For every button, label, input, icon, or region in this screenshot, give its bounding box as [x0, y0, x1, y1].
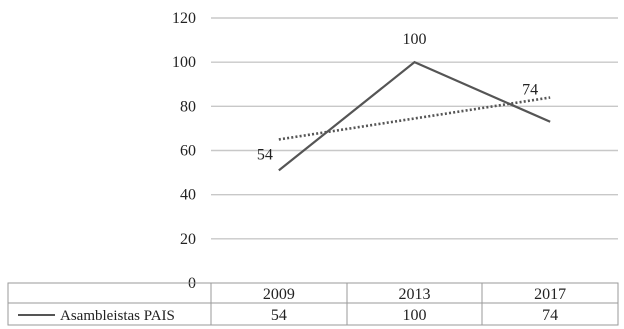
- y-tick-label: 20: [180, 231, 196, 248]
- data-labels: 54 100 74: [257, 31, 538, 163]
- data-label: 100: [403, 31, 427, 48]
- table-value-2013: 100: [403, 307, 427, 324]
- y-tick-label: 100: [172, 54, 196, 71]
- data-label: 54: [257, 146, 273, 163]
- data-label: 74: [522, 82, 538, 99]
- table-category-2013: 2013: [399, 286, 431, 303]
- trendline: [278, 96, 551, 141]
- y-tick-label: 40: [180, 187, 196, 204]
- legend-series-label: Asambleistas PAIS: [60, 308, 175, 324]
- table-value-2009: 54: [271, 307, 287, 324]
- table-category-2009: 2009: [263, 286, 295, 303]
- y-tick-label: 60: [180, 143, 196, 160]
- table-value-2017: 74: [542, 307, 558, 324]
- table-cells: 2009 54 2013 100 2017 74: [263, 286, 566, 324]
- series-layer: [278, 60, 551, 172]
- table-category-2017: 2017: [534, 286, 566, 303]
- y-tick-label: 120: [172, 10, 196, 27]
- y-tick-label: 80: [180, 98, 196, 115]
- trendline-dotted: [278, 96, 551, 141]
- table-outer-border: [7, 282, 619, 326]
- gridlines: [211, 17, 618, 240]
- data-table: Asambleistas PAIS 2009 54 2013 100 2017 74: [7, 282, 619, 326]
- series-line-asambleistas: [278, 60, 551, 172]
